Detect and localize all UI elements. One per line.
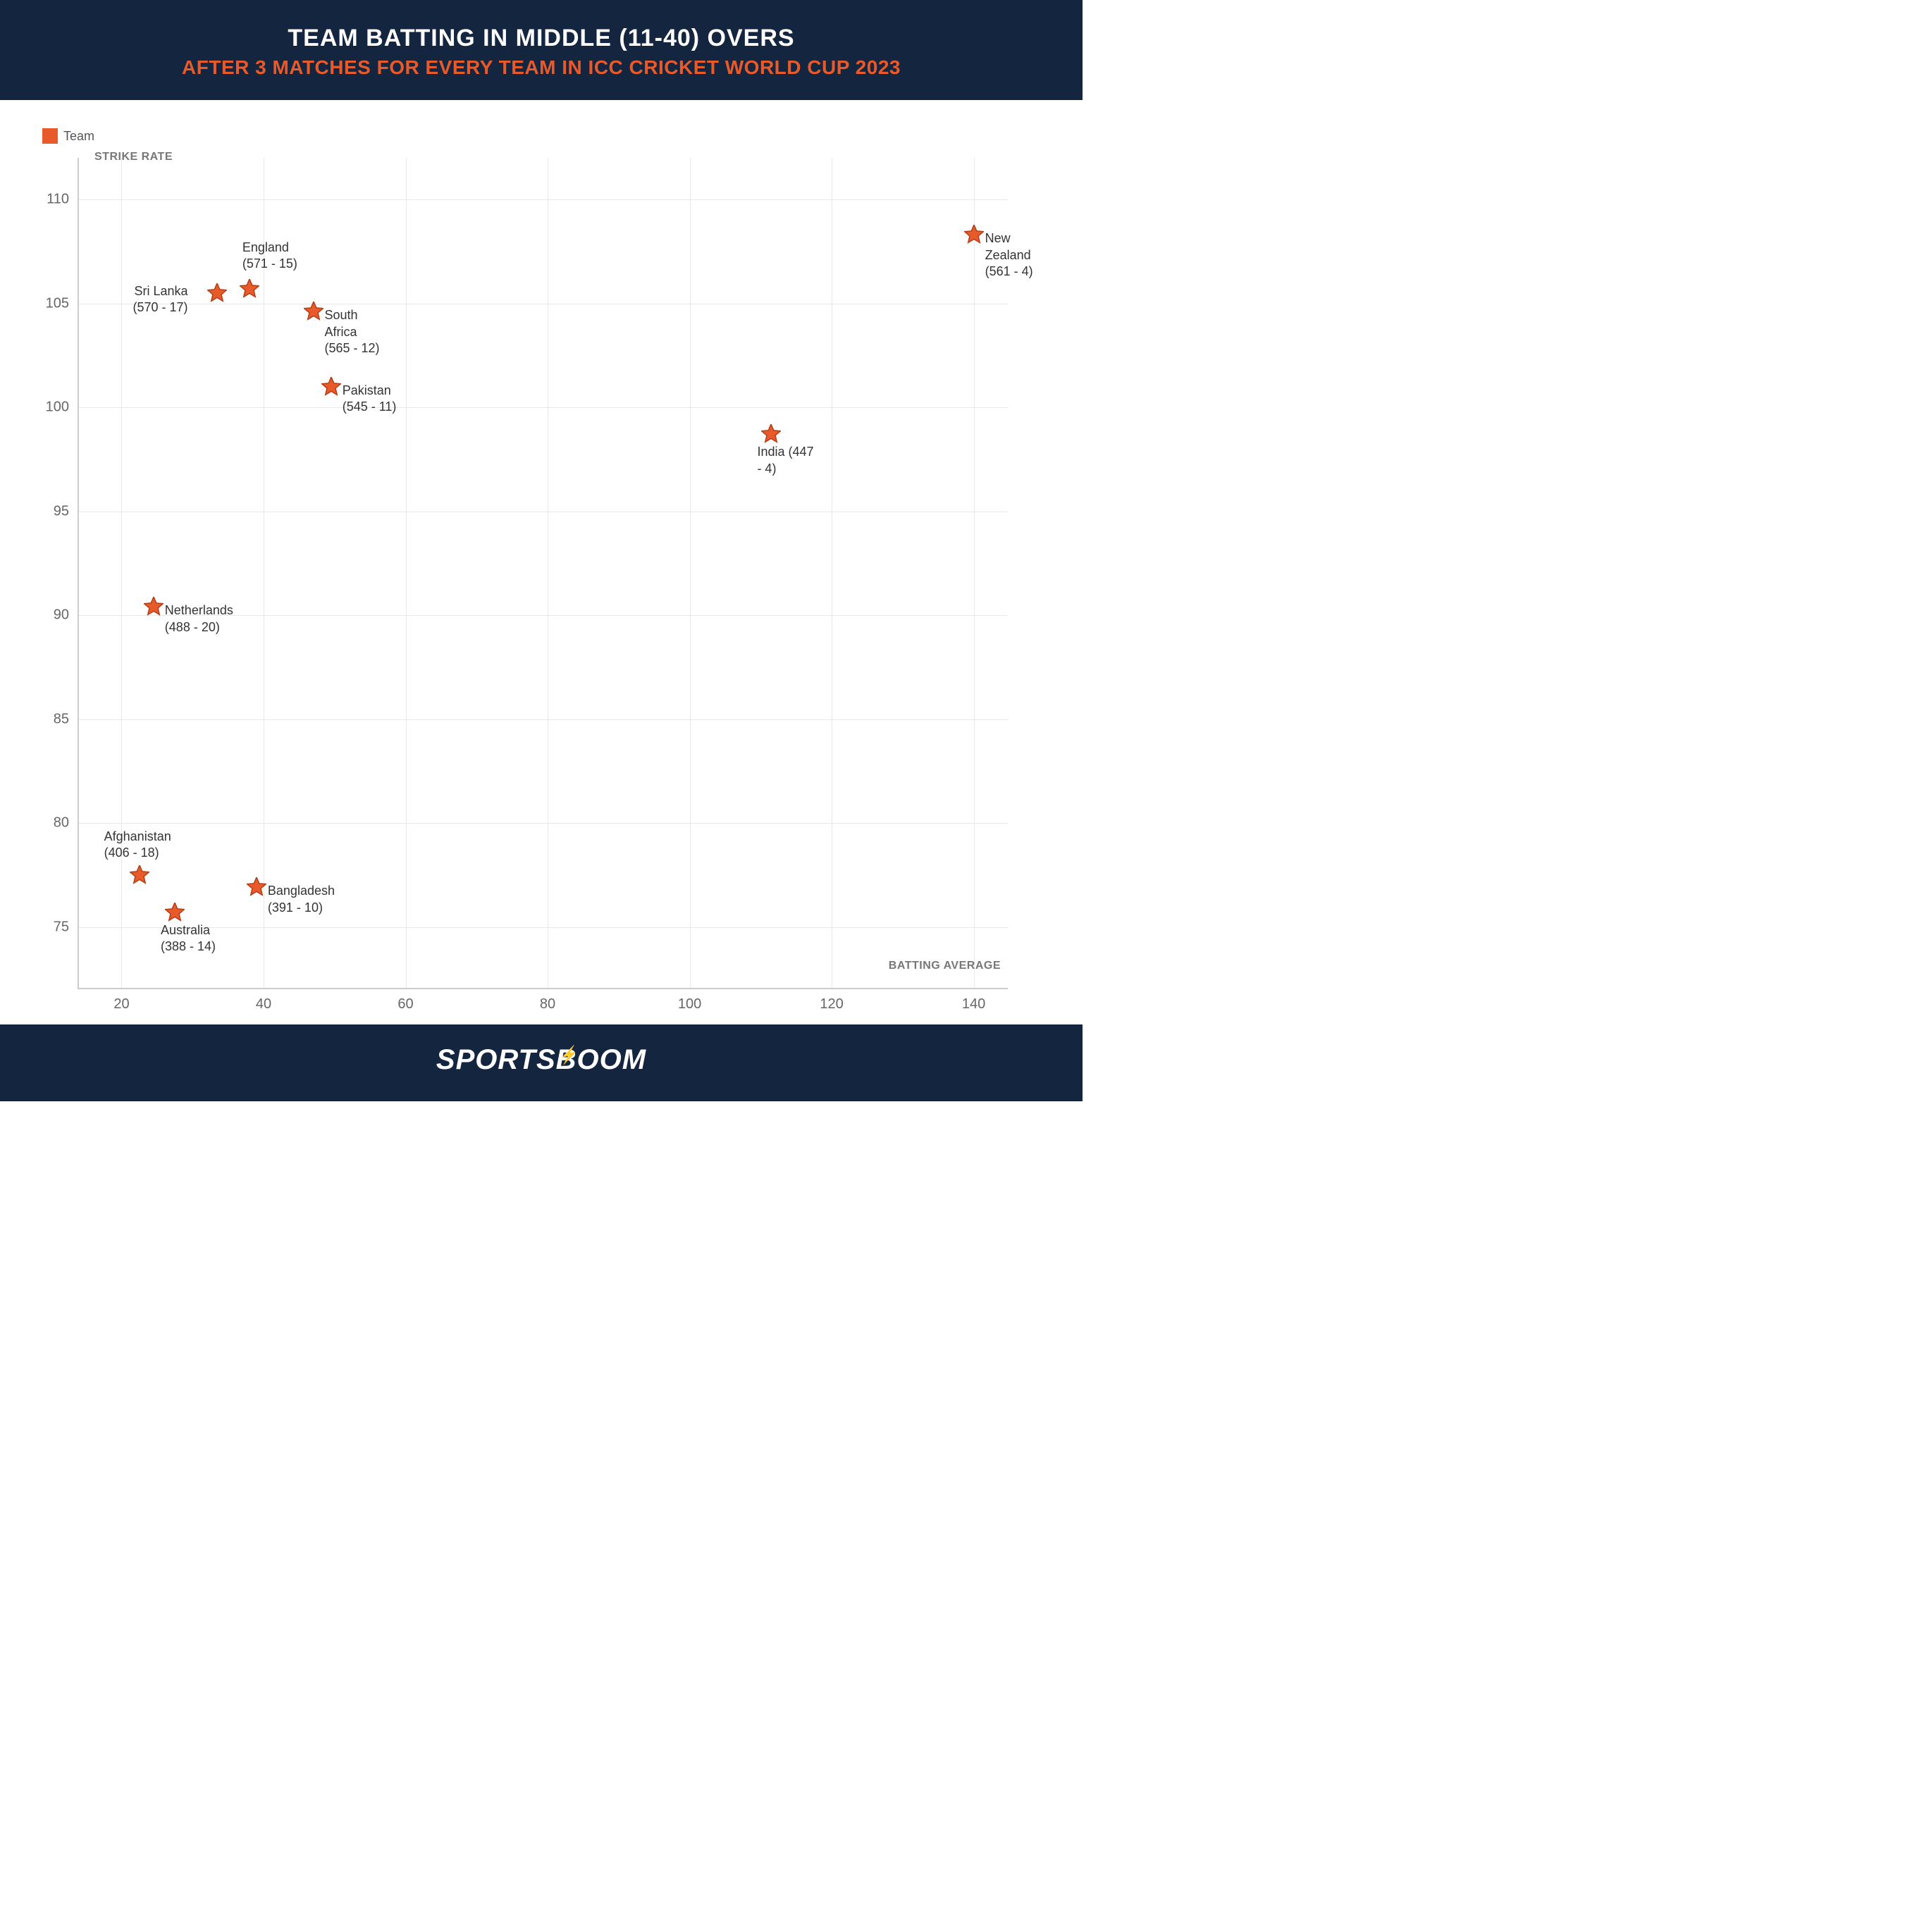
gridline-vertical xyxy=(406,158,407,988)
chart-area: Team STRIKE RATE 75808590951001051102040… xyxy=(0,100,1083,1024)
gridline-horizontal xyxy=(79,927,1008,928)
data-point-new-zealand xyxy=(964,225,984,244)
chart-subtitle: AFTER 3 MATCHES FOR EVERY TEAM IN ICC CR… xyxy=(28,56,1054,79)
plot-wrapper: STRIKE RATE 7580859095100105110204060801… xyxy=(78,158,1040,989)
y-tick-label: 80 xyxy=(54,815,69,831)
y-tick-label: 75 xyxy=(54,919,69,935)
gridline-horizontal xyxy=(79,719,1008,720)
legend-label: Team xyxy=(63,129,94,144)
x-tick-label: 60 xyxy=(397,996,413,1013)
data-point-india xyxy=(761,424,781,444)
x-tick-label: 140 xyxy=(962,996,985,1013)
gridline-horizontal xyxy=(79,199,1008,200)
data-label-india: India (447- 4) xyxy=(757,444,813,477)
gridline-horizontal xyxy=(79,407,1008,408)
data-label-afghanistan: Afghanistan(406 - 18) xyxy=(104,829,171,862)
data-point-bangladesh xyxy=(247,877,266,897)
legend: Team xyxy=(42,128,1040,144)
data-label-netherlands: Netherlands(488 - 20) xyxy=(165,602,233,636)
x-tick-label: 80 xyxy=(540,996,555,1013)
data-point-pakistan xyxy=(321,377,341,397)
legend-swatch xyxy=(42,128,58,144)
y-tick-label: 95 xyxy=(54,503,69,519)
data-label-australia: Australia(388 - 14) xyxy=(161,922,216,955)
data-point-australia xyxy=(165,903,185,922)
data-point-south-africa xyxy=(304,302,323,321)
chart-container: TEAM BATTING IN MIDDLE (11-40) OVERS AFT… xyxy=(0,0,1083,1101)
y-tick-label: 110 xyxy=(47,192,69,208)
footer-logo: SPORTSB⚡OOM xyxy=(0,1044,1083,1076)
chart-header: TEAM BATTING IN MIDDLE (11-40) OVERS AFT… xyxy=(0,0,1083,100)
chart-footer: SPORTSB⚡OOM xyxy=(0,1024,1083,1101)
data-label-england: England(571 - 15) xyxy=(242,240,297,273)
x-tick-label: 40 xyxy=(256,996,271,1013)
gridline-horizontal xyxy=(79,823,1008,824)
data-label-pakistan: Pakistan(545 - 11) xyxy=(343,383,397,416)
data-label-south-africa: SouthAfrica(565 - 12) xyxy=(325,307,380,357)
y-tick-label: 100 xyxy=(46,400,69,416)
scatter-plot: 758085909510010511020406080100120140BATT… xyxy=(78,158,1008,989)
x-tick-label: 20 xyxy=(113,996,129,1013)
data-label-sri-lanka: Sri Lanka(570 - 17) xyxy=(132,283,187,316)
chart-title: TEAM BATTING IN MIDDLE (11-40) OVERS xyxy=(28,25,1054,52)
x-tick-label: 100 xyxy=(678,996,701,1013)
data-label-new-zealand: NewZealand(561 - 4) xyxy=(985,230,1033,280)
data-point-afghanistan xyxy=(130,865,149,885)
x-axis-title: BATTING AVERAGE xyxy=(889,960,1001,972)
data-point-england xyxy=(240,279,259,299)
logo-text-part2: B⚡OOM xyxy=(556,1044,646,1075)
x-tick-label: 120 xyxy=(820,996,843,1013)
gridline-vertical xyxy=(690,158,691,988)
y-tick-label: 90 xyxy=(54,607,69,624)
logo-text-part1: SPORTS xyxy=(436,1044,556,1075)
y-tick-label: 85 xyxy=(54,711,69,727)
y-tick-label: 105 xyxy=(46,295,69,311)
data-point-netherlands xyxy=(144,597,164,617)
gridline-vertical xyxy=(974,158,975,988)
data-label-bangladesh: Bangladesh(391 - 10) xyxy=(268,883,335,916)
gridline-vertical xyxy=(121,158,122,988)
data-point-sri-lanka xyxy=(207,283,227,303)
